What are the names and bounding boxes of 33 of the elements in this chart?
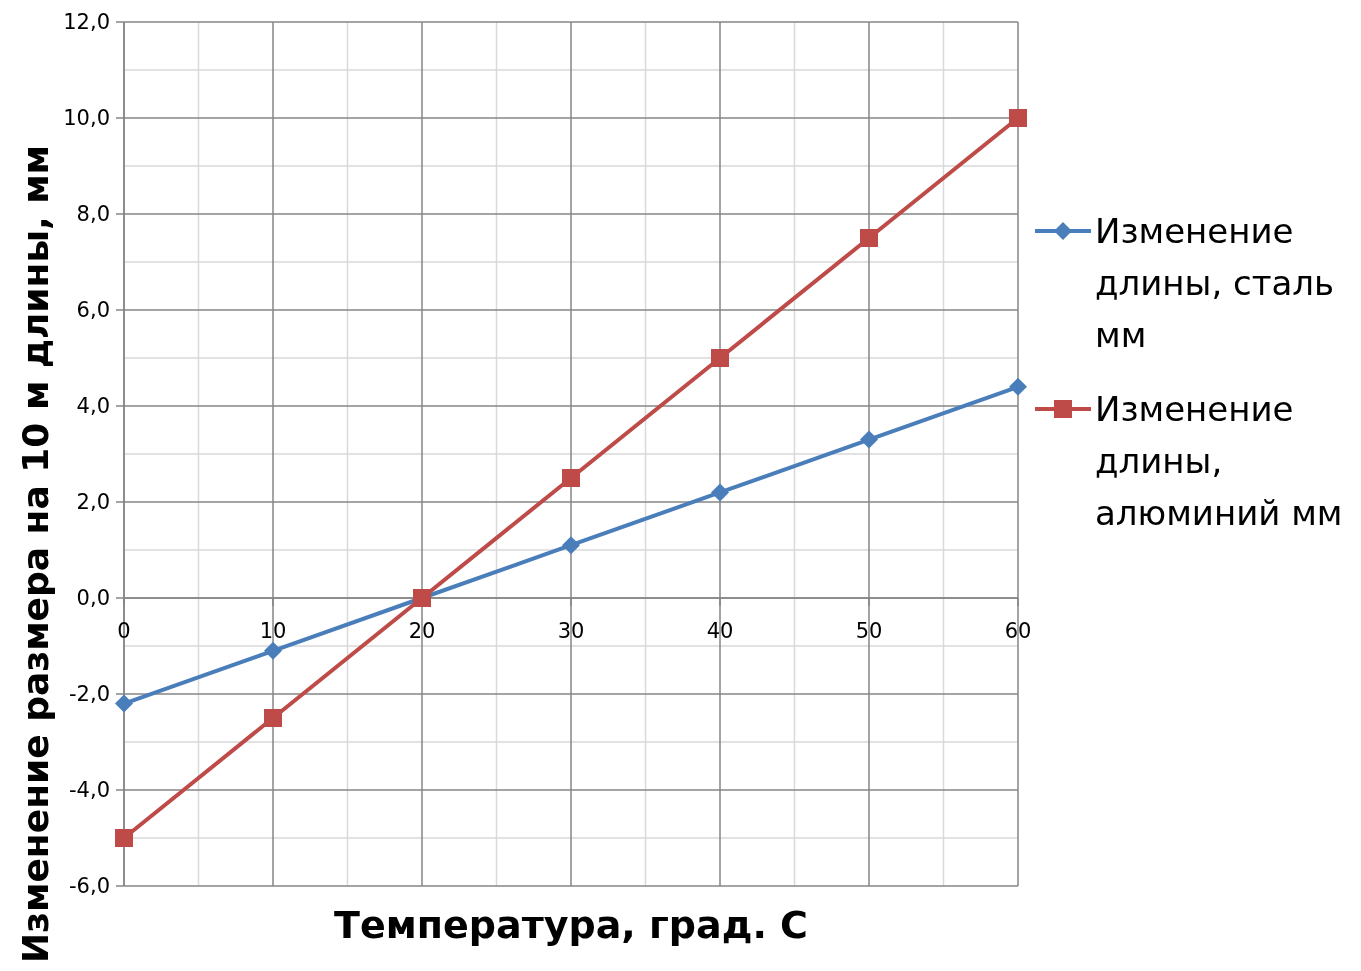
point	[1009, 109, 1027, 127]
point	[1009, 377, 1027, 396]
point	[115, 829, 133, 847]
x-tick-label: 50	[855, 619, 883, 643]
x-tick-label: 20	[408, 619, 436, 643]
y-tick-label: 2,0	[76, 490, 110, 515]
legend-label: Изменение длины, алюминий мм	[1095, 389, 1343, 533]
x-axis-title: Температура, град. С	[334, 903, 808, 947]
point	[711, 483, 729, 502]
y-tick-label: 4,0	[76, 394, 110, 419]
point	[115, 694, 133, 713]
y-tick-label: -6,0	[69, 874, 110, 899]
x-tick-label: 10	[259, 619, 287, 643]
point	[264, 709, 282, 727]
legend-label: Изменение длины, сталь мм	[1095, 211, 1335, 355]
y-tick-label: -2,0	[69, 682, 110, 707]
x-tick-label: 30	[557, 619, 585, 643]
point	[562, 469, 580, 487]
x-tick-label: 40	[706, 619, 734, 643]
point	[562, 536, 580, 555]
x-tick-label: 0	[117, 619, 131, 643]
point	[711, 349, 729, 367]
y-tick-label: 12,0	[63, 10, 110, 35]
y-tick-label: -4,0	[69, 778, 110, 803]
point	[860, 430, 878, 449]
point	[860, 229, 878, 247]
x-tick-label: 60	[1004, 619, 1032, 643]
y-tick-label: 6,0	[76, 298, 110, 323]
point	[264, 641, 282, 660]
y-tick-label: 0,0	[76, 586, 110, 611]
y-tick-label: 10,0	[63, 106, 110, 131]
y-tick-label: 8,0	[76, 202, 110, 227]
y-axis-title: Изменение размера на 10 м длины, мм	[15, 144, 56, 964]
